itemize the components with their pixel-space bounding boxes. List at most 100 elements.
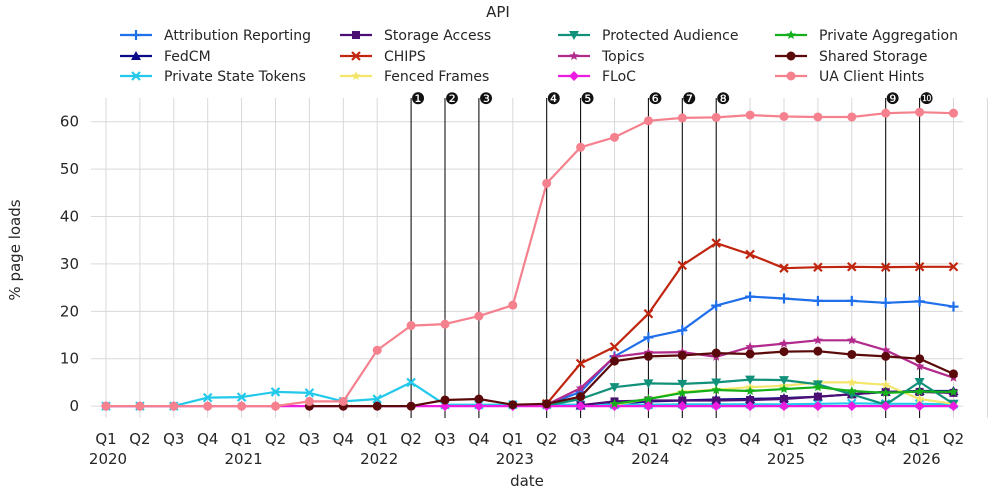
data-point bbox=[304, 396, 314, 406]
data-point bbox=[915, 354, 925, 364]
x-tick-label: Q3 bbox=[570, 430, 591, 448]
data-point bbox=[576, 392, 586, 402]
data-point bbox=[914, 296, 925, 307]
x-tick-label: Q4 bbox=[875, 430, 896, 448]
x-year-label: 2023 bbox=[496, 450, 534, 468]
data-point bbox=[440, 319, 450, 329]
legend-label: Private State Tokens bbox=[164, 69, 306, 85]
legend-label: FLoC bbox=[602, 69, 636, 85]
x-tick-label: Q2 bbox=[129, 430, 150, 448]
y-tick-label: 20 bbox=[60, 302, 79, 320]
y-tick-label: 10 bbox=[60, 350, 79, 368]
legend-item: FLoC bbox=[558, 69, 636, 85]
data-point bbox=[131, 71, 141, 81]
data-point bbox=[786, 30, 796, 39]
data-point bbox=[746, 395, 755, 404]
data-point bbox=[948, 386, 959, 396]
data-point bbox=[131, 51, 141, 60]
data-point bbox=[949, 108, 958, 118]
data-point bbox=[711, 238, 721, 248]
data-point bbox=[542, 399, 552, 409]
chart-title: API bbox=[486, 3, 510, 21]
data-point bbox=[846, 401, 857, 412]
event-label: ❼ bbox=[682, 89, 696, 108]
data-point bbox=[813, 112, 823, 122]
x-tick-label: Q2 bbox=[672, 430, 693, 448]
event-label: ❹ bbox=[547, 89, 561, 108]
data-point bbox=[610, 356, 619, 366]
legend-label: FedCM bbox=[164, 49, 211, 65]
data-point bbox=[847, 349, 857, 359]
data-point bbox=[812, 401, 823, 412]
data-point bbox=[745, 341, 755, 351]
x-year-label: 2026 bbox=[903, 450, 941, 468]
data-point bbox=[440, 395, 450, 405]
legend-label: Private Aggregation bbox=[819, 28, 958, 44]
x-year-label: 2025 bbox=[767, 450, 805, 468]
data-point bbox=[643, 401, 654, 412]
series-ua-client-hints bbox=[101, 107, 958, 411]
data-point bbox=[846, 295, 857, 306]
plot-area: 0 10 20 30 40 50 60 Q1 Q2 Q3 Q4 Q1 Q2 Q3 Q4 Q1 Q2 Q3 Q4 Q1 Q… bbox=[60, 89, 988, 468]
data-point bbox=[203, 401, 213, 411]
data-point bbox=[914, 361, 925, 371]
data-point bbox=[236, 392, 247, 402]
data-point bbox=[745, 110, 755, 120]
data-point bbox=[508, 300, 518, 310]
data-point bbox=[880, 297, 891, 308]
data-point bbox=[677, 113, 687, 123]
event-label: ❺ bbox=[580, 89, 594, 108]
data-point bbox=[677, 260, 688, 271]
legend-label: Topics bbox=[601, 49, 645, 65]
data-point bbox=[575, 358, 586, 369]
data-point bbox=[779, 293, 789, 304]
data-point bbox=[406, 401, 416, 411]
data-point bbox=[677, 350, 687, 360]
x-tick-label: Q4 bbox=[333, 430, 354, 448]
data-point bbox=[812, 295, 823, 306]
legend-item: Attribution Reporting bbox=[120, 28, 311, 44]
data-point bbox=[813, 262, 823, 273]
data-point bbox=[372, 401, 382, 411]
data-point bbox=[609, 398, 620, 408]
x-axis-title: date bbox=[510, 472, 544, 490]
event-label: ❾ bbox=[886, 89, 900, 108]
data-point bbox=[271, 401, 280, 411]
x-tick-label: Q3 bbox=[163, 430, 184, 448]
data-point bbox=[881, 108, 891, 118]
x-tick-label: Q4 bbox=[739, 430, 760, 448]
data-point bbox=[508, 400, 518, 410]
data-point bbox=[542, 178, 552, 188]
data-point bbox=[575, 401, 586, 412]
data-point bbox=[338, 396, 348, 406]
data-point bbox=[352, 31, 360, 39]
data-point bbox=[711, 378, 722, 388]
legend-label: Shared Storage bbox=[819, 49, 928, 65]
data-point bbox=[609, 351, 620, 361]
data-point bbox=[351, 71, 361, 80]
legend-label: Storage Access bbox=[384, 28, 491, 44]
data-point bbox=[813, 346, 823, 356]
x-tick-label: Q3 bbox=[841, 430, 862, 448]
data-point bbox=[847, 335, 857, 345]
legend-label: Attribution Reporting bbox=[164, 28, 311, 44]
data-point bbox=[779, 401, 789, 412]
legend-item: UA Client Hints bbox=[775, 69, 924, 85]
legend-item: Fenced Frames bbox=[340, 69, 489, 85]
y-tick-label: 50 bbox=[60, 160, 79, 178]
data-point bbox=[575, 383, 586, 393]
data-point bbox=[711, 401, 722, 412]
data-point bbox=[813, 335, 823, 345]
data-point bbox=[237, 401, 247, 411]
data-point bbox=[745, 375, 756, 385]
data-point bbox=[880, 387, 891, 397]
x-year-label: 2024 bbox=[631, 450, 669, 468]
data-point bbox=[847, 261, 857, 272]
y-tick-label: 30 bbox=[60, 255, 79, 273]
data-point bbox=[678, 396, 687, 405]
data-point bbox=[473, 401, 484, 412]
x-tick-label: Q1 bbox=[502, 430, 523, 448]
data-point bbox=[711, 300, 722, 311]
